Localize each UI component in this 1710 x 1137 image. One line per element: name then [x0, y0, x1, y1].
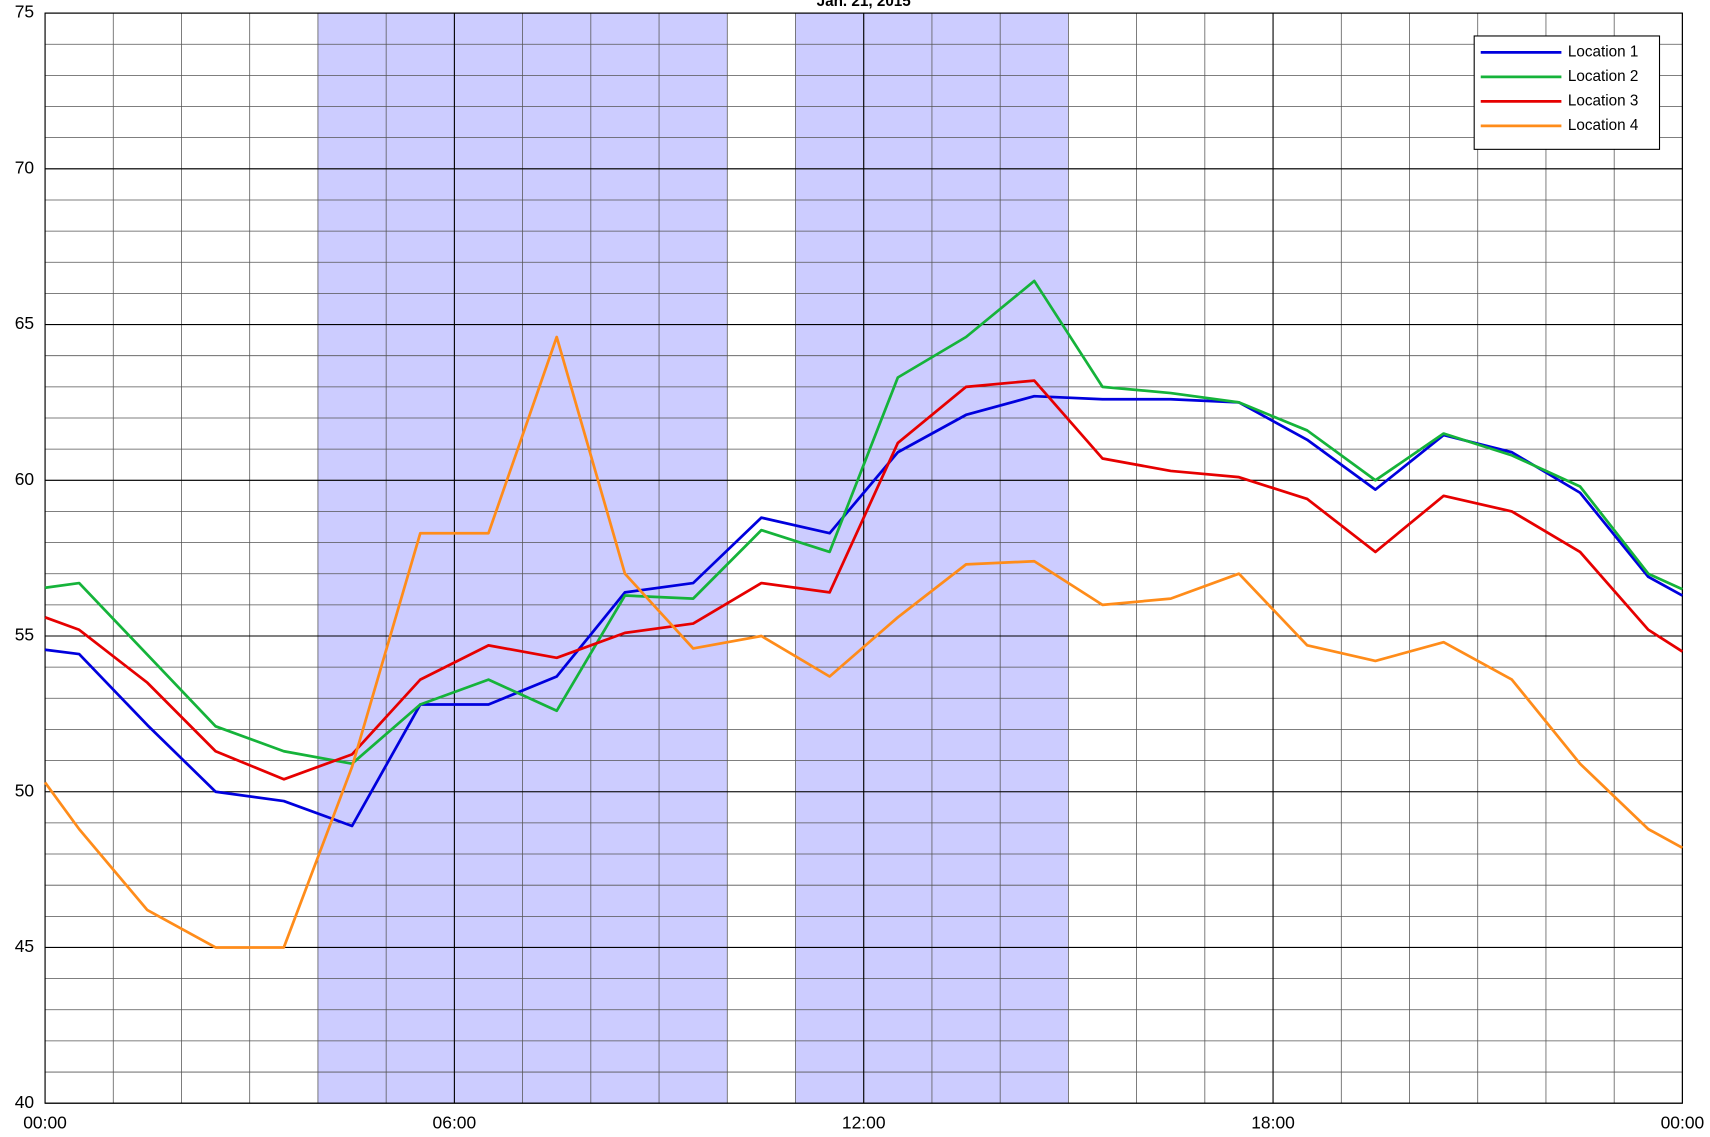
y-tick-label: 45: [15, 936, 34, 956]
x-tick-label: 18:00: [1251, 1113, 1295, 1133]
x-tick-label: 00:00: [23, 1113, 67, 1133]
x-tick-label: 12:00: [842, 1113, 886, 1133]
chart-title: Jan. 21, 2015: [817, 0, 912, 10]
y-tick-label: 60: [15, 469, 35, 489]
x-tick-label: 00:00: [1661, 1113, 1705, 1133]
y-tick-label: 55: [15, 625, 34, 645]
y-tick-label: 65: [15, 313, 34, 333]
y-tick-label: 70: [15, 157, 35, 177]
x-tick-label: 06:00: [433, 1113, 477, 1133]
legend: Location 1 Location 2 Location 3 Location 4: [1473, 35, 1661, 150]
y-tick-label: 50: [15, 780, 35, 800]
data-line: [43, 335, 1684, 949]
legend-label: Location 4: [1568, 117, 1639, 134]
y-tick-label: 40: [15, 1092, 35, 1112]
legend-box: [1473, 35, 1661, 150]
data-line: [44, 279, 1683, 766]
legend-label: Location 1: [1568, 43, 1638, 60]
legend-label: Location 2: [1568, 68, 1638, 85]
y-tick-label: 75: [15, 2, 34, 22]
plot-frame: [44, 12, 1683, 1104]
legend-label: Location 3: [1568, 92, 1638, 109]
data-line: [44, 394, 1684, 828]
data-line: [44, 379, 1684, 781]
